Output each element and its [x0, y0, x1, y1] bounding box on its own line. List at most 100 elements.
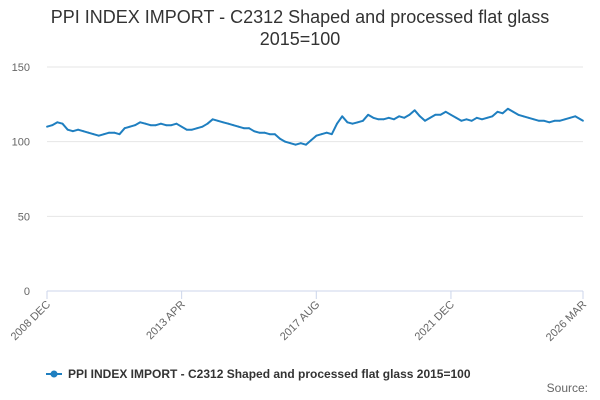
data-point [387, 116, 390, 119]
data-point [377, 118, 380, 121]
data-point [108, 131, 110, 134]
legend-dot-marker [50, 370, 58, 378]
data-point [46, 125, 48, 128]
data-point [232, 124, 235, 127]
data-point [263, 131, 266, 134]
y-tick-label: 0 [24, 286, 30, 298]
data-point [175, 122, 178, 125]
data-point [424, 119, 426, 122]
chart-title-line2: 2015=100 [259, 29, 341, 49]
data-point [460, 119, 463, 122]
data-point [56, 121, 59, 124]
data-point [253, 130, 256, 133]
data-point [206, 122, 209, 125]
data-point [522, 115, 525, 118]
data-point [362, 119, 364, 122]
data-point [66, 128, 69, 131]
data-point [341, 115, 344, 118]
x-tick-label: 2017 AUG [278, 299, 322, 343]
data-point [82, 130, 85, 133]
data-point [268, 133, 271, 136]
data-point [351, 122, 354, 125]
data-point [419, 115, 421, 118]
data-point [217, 119, 219, 122]
chart-title-line1: PPI INDEX IMPORT - C2312 Shaped and proc… [50, 7, 550, 27]
data-point [444, 110, 447, 113]
data-point [289, 142, 292, 145]
data-point [372, 116, 375, 119]
data-point [92, 133, 95, 136]
legend-label: PPI INDEX IMPORT - C2312 Shaped and proc… [68, 367, 471, 381]
data-point [553, 119, 556, 122]
data-point [149, 124, 152, 127]
data-point [532, 118, 535, 121]
data-point [294, 143, 297, 146]
data-point [491, 115, 494, 118]
data-point [180, 125, 183, 128]
data-point [367, 113, 369, 116]
data-point [325, 131, 328, 134]
data-point [439, 113, 442, 116]
data-point [465, 118, 468, 121]
source-label[interactable]: Source: [546, 381, 588, 395]
data-point [496, 110, 499, 113]
data-point [382, 118, 385, 121]
data-point [356, 121, 359, 124]
data-point [538, 119, 540, 122]
y-tick-label: 50 [18, 211, 30, 223]
data-point [61, 122, 64, 125]
data-point [191, 128, 193, 131]
data-point [165, 124, 168, 127]
data-point [398, 115, 401, 118]
data-point [481, 118, 483, 121]
data-point [274, 133, 276, 136]
data-point [408, 113, 411, 116]
data-point [113, 131, 116, 134]
data-point [123, 127, 126, 130]
data-point [144, 122, 147, 125]
data-point [558, 119, 561, 122]
data-point [227, 122, 230, 125]
data-point [413, 109, 416, 112]
data-point [582, 119, 584, 122]
data-point [486, 116, 489, 119]
data-point [475, 116, 478, 119]
y-axis-ticks: 0 50 100 150 [12, 62, 30, 298]
data-point [527, 116, 530, 119]
data-point [346, 121, 349, 124]
data-point [393, 118, 395, 121]
data-point [51, 124, 54, 127]
data-point [222, 121, 225, 124]
data-point [507, 107, 509, 110]
data-point [134, 124, 136, 127]
data-point [569, 116, 571, 119]
y-tick-label: 100 [12, 137, 30, 149]
data-point [118, 133, 121, 136]
data-point [320, 133, 323, 136]
data-point [574, 115, 577, 118]
data-point [543, 119, 546, 122]
grid-lines [47, 66, 583, 217]
data-point [564, 118, 566, 121]
data-point [299, 142, 302, 145]
x-tick-label: 2008 DEC [9, 299, 53, 343]
data-point [97, 134, 100, 137]
data-point [336, 122, 338, 125]
data-point [501, 112, 504, 115]
data-point [305, 143, 307, 146]
data-point [87, 131, 90, 134]
data-point [185, 128, 188, 131]
data-point [315, 134, 318, 137]
data-point [211, 118, 214, 121]
data-point [139, 121, 142, 124]
data-point [403, 116, 406, 119]
data-point [279, 137, 281, 140]
data-point [72, 130, 74, 133]
data-point [201, 125, 204, 128]
data-point [450, 113, 452, 116]
data-point [579, 118, 582, 121]
data-point [284, 140, 287, 143]
legend[interactable]: PPI INDEX IMPORT - C2312 Shaped and proc… [46, 367, 471, 381]
data-point [258, 131, 261, 134]
data-point [330, 133, 333, 136]
